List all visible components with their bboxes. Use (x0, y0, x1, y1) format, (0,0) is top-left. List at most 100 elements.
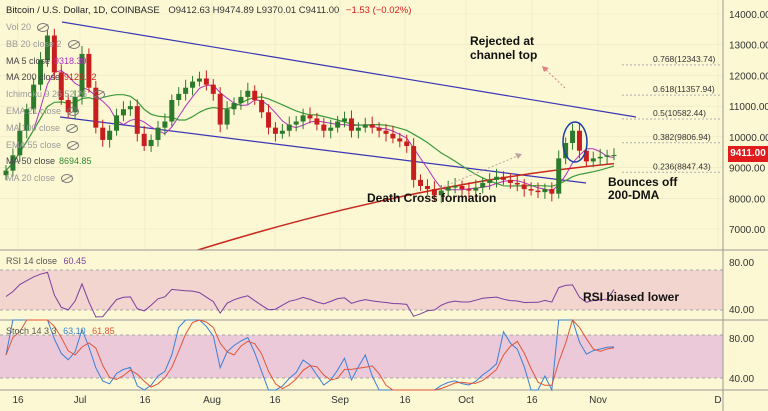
candle-body (72, 96, 78, 113)
candle-body (431, 189, 437, 196)
legend-label: MA 200 close (6, 72, 61, 83)
candle-body (556, 158, 562, 194)
time-axis-label: Jul (74, 395, 87, 406)
price-axis-label: 7000.00 (729, 225, 766, 236)
candle-body (210, 84, 216, 94)
price-axis-label: 13000.00 (729, 41, 768, 52)
legend-item[interactable]: MA 100 close (6, 122, 79, 133)
stoch-legend[interactable]: Stoch 14 3 3 63.10 61.85 (6, 326, 115, 336)
legend-value: 9318.39 (54, 55, 87, 66)
time-axis-label: 16 (12, 395, 24, 406)
candle-body (362, 124, 368, 128)
candle-body (314, 118, 320, 125)
legend-label: Ichimoku 9 26 52 26 (6, 89, 88, 100)
hidden-eye-icon[interactable] (37, 23, 50, 33)
candles (3, 28, 617, 203)
candle-body (597, 156, 603, 159)
time-axis-label: Oct (458, 395, 474, 406)
annotations: Rejected at channel top Death Cross form… (367, 34, 679, 304)
candle-body (3, 170, 9, 176)
candle-body (535, 190, 541, 193)
candle-body (473, 187, 479, 191)
legend-item[interactable]: MA 20 close (6, 173, 74, 184)
candle-body (411, 146, 417, 180)
hidden-eye-icon[interactable] (67, 107, 80, 117)
channel-lower-line (59, 116, 587, 184)
price-channel (59, 21, 637, 184)
hidden-eye-icon[interactable] (93, 90, 106, 100)
candle-body (44, 35, 50, 61)
stoch-legend-d: 61.85 (92, 326, 115, 336)
legend-item[interactable]: MA 5 close 9318.39 (6, 56, 87, 66)
death-cross-arrow (439, 154, 521, 189)
stoch-legend-label: Stoch 14 3 3 (6, 326, 57, 336)
legend-label: MA 100 close (6, 122, 61, 133)
exchange: COINBASE (110, 5, 160, 16)
candle-body (335, 121, 341, 128)
legend-label: MA 20 close (6, 173, 56, 184)
candle-body (162, 121, 168, 128)
legend-value: 9129.62 (64, 72, 97, 83)
hidden-eye-icon[interactable] (67, 140, 80, 150)
candle-body (224, 109, 230, 125)
price-axis-label: 12000.00 (729, 71, 768, 82)
candle-body (570, 130, 576, 143)
candle-body (507, 179, 513, 183)
candle-body (38, 60, 44, 85)
legend-item[interactable]: Ichimoku 9 26 52 26 (6, 89, 106, 100)
candle-body (93, 87, 99, 128)
price-change: −1.53 (−0.02%) (345, 5, 412, 16)
candle-body (86, 53, 92, 88)
chart-header: Bitcoin / U.S. Dollar, 1D, COINBASE O941… (6, 5, 412, 16)
candle-body (500, 176, 506, 180)
hidden-eye-icon[interactable] (66, 123, 79, 133)
candle-body (279, 130, 285, 134)
legend-value: 8694.85 (59, 156, 92, 167)
time-axis-label: Sep (331, 395, 349, 406)
stoch-axis-label: 40.00 (729, 374, 754, 385)
candle-body (342, 118, 348, 122)
rsi-legend[interactable]: RSI 14 close 60.45 (6, 256, 86, 266)
channel-upper-line (61, 21, 637, 118)
candle-body (583, 150, 589, 162)
hidden-eye-icon[interactable] (61, 174, 74, 184)
legend-item[interactable]: Vol 20 (6, 22, 50, 33)
legend-label: MA 5 close (6, 55, 51, 66)
candle-body (51, 35, 57, 73)
price-axis-label: 10000.00 (729, 133, 768, 144)
rsi-band (0, 270, 723, 310)
candle-body (183, 87, 189, 94)
candle-body (58, 72, 64, 100)
rsi-axis-label: 80.00 (729, 258, 754, 269)
legend-item[interactable]: MA 50 close 8694.85 (6, 156, 92, 166)
fib-label: 0.768(12343.74) (653, 54, 716, 64)
legend-item[interactable]: BB 20 close 2 (6, 39, 80, 49)
legend-item[interactable]: EMA 55 close (6, 140, 80, 150)
candle-body (231, 103, 237, 110)
death-cross-arrowhead (515, 153, 522, 159)
rejected-arrowhead (542, 66, 549, 72)
rsi-line (5, 271, 615, 318)
legend-label: BB 20 close 2 (6, 38, 62, 49)
candle-body (141, 133, 147, 147)
candle-body (245, 90, 251, 97)
candle-body (514, 182, 520, 185)
legend-item[interactable]: MA 200 close 9129.62 (6, 72, 97, 82)
legend-item[interactable]: EMA 21 close (6, 106, 80, 117)
candle-body (528, 189, 534, 191)
candle-body (307, 115, 313, 119)
candle-body (155, 127, 161, 140)
candle-body (404, 141, 410, 147)
symbol-name[interactable]: Bitcoin / U.S. Dollar (6, 5, 88, 16)
candle-body (438, 190, 444, 196)
fib-label: 0.236(8847.43) (653, 161, 711, 171)
stoch-d-line (5, 319, 615, 391)
candle-body (328, 127, 334, 131)
candle-body (176, 93, 182, 100)
interval[interactable]: 1D (93, 5, 106, 16)
candle-body (196, 78, 202, 82)
time-axis-label: 16 (399, 395, 411, 406)
hidden-eye-icon[interactable] (67, 39, 80, 49)
candle-body (494, 176, 500, 180)
